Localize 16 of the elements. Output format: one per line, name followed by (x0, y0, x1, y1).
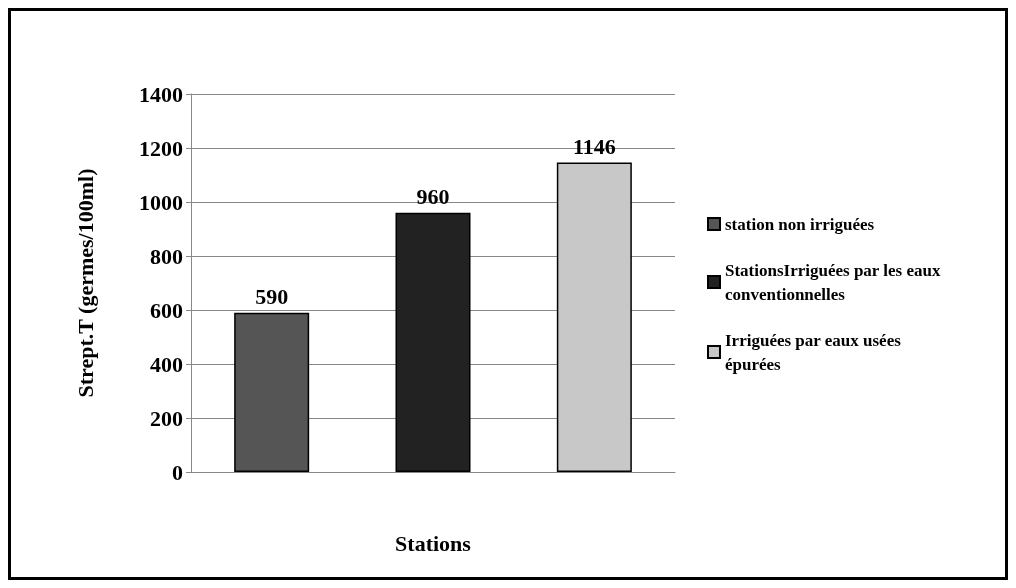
y-tick-label: 1400 (139, 81, 183, 107)
data-label: 1146 (572, 134, 616, 160)
data-label: 590 (255, 284, 289, 310)
legend-label: StationsIrriguées par les eaux conventionnelles (725, 260, 945, 304)
y-axis-title: Strept.T (germes/100ml) (72, 168, 98, 398)
x-axis-title: Stations (395, 530, 472, 556)
y-tick-label: 800 (150, 243, 183, 269)
legend-label: Irriguées par eaux usées épurées (725, 330, 906, 374)
y-tick-label: 0 (172, 459, 183, 485)
legend-label: station non irriguées (725, 214, 875, 234)
data-label: 960 (416, 184, 450, 210)
y-tick-label: 200 (150, 405, 183, 431)
y-tick-label: 400 (150, 351, 183, 377)
y-tick-label: 1000 (139, 189, 183, 215)
y-tick-label: 600 (150, 297, 183, 323)
y-tick-label: 1200 (139, 135, 183, 161)
